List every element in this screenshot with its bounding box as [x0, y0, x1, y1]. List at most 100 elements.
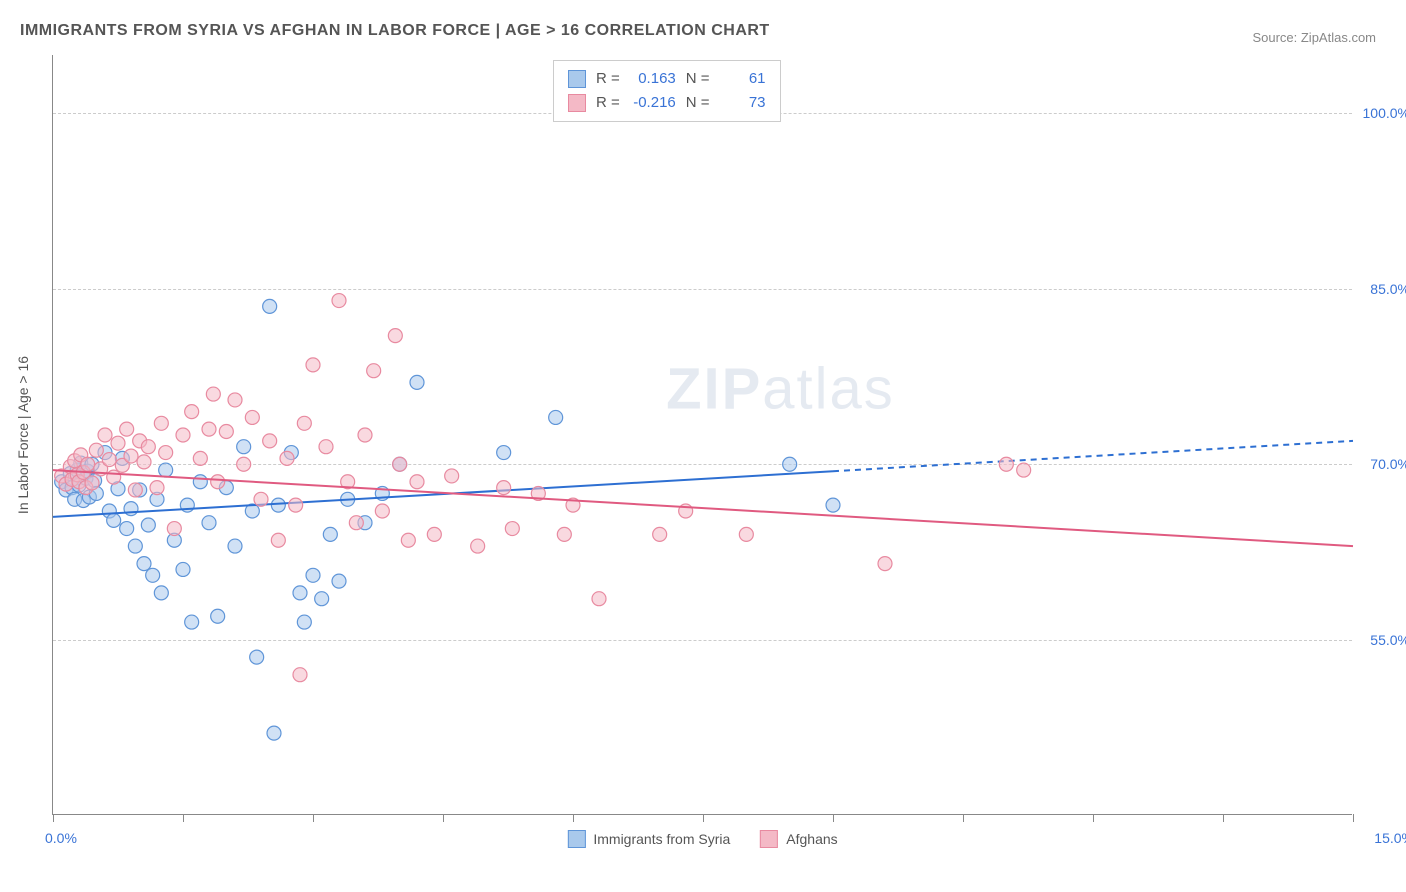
data-point-syria — [193, 475, 207, 489]
scatter-svg — [53, 55, 1352, 814]
data-point-afghan — [159, 446, 173, 460]
data-point-afghan — [206, 387, 220, 401]
data-point-afghan — [237, 457, 251, 471]
x-tick — [183, 814, 184, 822]
data-point-syria — [237, 440, 251, 454]
data-point-afghan — [393, 457, 407, 471]
x-tick — [703, 814, 704, 822]
data-point-syria — [783, 457, 797, 471]
x-tick — [1223, 814, 1224, 822]
legend-item-afghan: Afghans — [760, 830, 837, 848]
data-point-syria — [315, 592, 329, 606]
data-point-syria — [497, 446, 511, 460]
data-point-syria — [128, 539, 142, 553]
data-point-syria — [137, 557, 151, 571]
data-point-afghan — [150, 481, 164, 495]
data-point-afghan — [332, 294, 346, 308]
data-point-afghan — [306, 358, 320, 372]
data-point-afghan — [505, 522, 519, 536]
data-point-syria — [332, 574, 346, 588]
y-tick-label: 70.0% — [1370, 456, 1406, 472]
stat-N-label: N = — [686, 91, 710, 115]
data-point-afghan — [293, 668, 307, 682]
stat-N-syria: 61 — [720, 67, 766, 91]
data-point-syria — [297, 615, 311, 629]
data-point-afghan — [245, 410, 259, 424]
bottom-legend: Immigrants from Syria Afghans — [567, 830, 837, 848]
legend-label-syria: Immigrants from Syria — [593, 831, 730, 847]
x-tick — [833, 814, 834, 822]
data-point-afghan — [154, 416, 168, 430]
data-point-afghan — [289, 498, 303, 512]
data-point-syria — [146, 568, 160, 582]
data-point-afghan — [445, 469, 459, 483]
trend-line-dashed-syria — [833, 441, 1353, 471]
data-point-afghan — [254, 492, 268, 506]
y-tick-label: 85.0% — [1370, 281, 1406, 297]
swatch-syria — [567, 830, 585, 848]
data-point-afghan — [1017, 463, 1031, 477]
stat-R-afghan: -0.216 — [630, 91, 676, 115]
y-tick-label: 55.0% — [1370, 632, 1406, 648]
stats-legend-box: R = 0.163 N = 61 R = -0.216 N = 73 — [553, 60, 781, 122]
swatch-syria — [568, 70, 586, 88]
data-point-afghan — [85, 476, 99, 490]
data-point-afghan — [263, 434, 277, 448]
data-point-afghan — [228, 393, 242, 407]
stat-R-syria: 0.163 — [630, 67, 676, 91]
data-point-syria — [323, 527, 337, 541]
data-point-syria — [267, 726, 281, 740]
stat-N-afghan: 73 — [720, 91, 766, 115]
stat-R-label: R = — [596, 67, 620, 91]
data-point-afghan — [497, 481, 511, 495]
data-point-afghan — [410, 475, 424, 489]
data-point-afghan — [878, 557, 892, 571]
chart-title: IMMIGRANTS FROM SYRIA VS AFGHAN IN LABOR… — [20, 22, 770, 40]
data-point-afghan — [280, 451, 294, 465]
y-tick-label: 100.0% — [1363, 105, 1406, 121]
data-point-afghan — [388, 329, 402, 343]
data-point-afghan — [375, 504, 389, 518]
data-point-syria — [549, 410, 563, 424]
data-point-syria — [176, 562, 190, 576]
x-axis-min-label: 0.0% — [45, 830, 77, 846]
data-point-afghan — [102, 453, 116, 467]
data-point-afghan — [211, 475, 225, 489]
data-point-syria — [154, 586, 168, 600]
x-axis-max-label: 15.0% — [1374, 830, 1406, 846]
data-point-afghan — [167, 522, 181, 536]
data-point-syria — [293, 586, 307, 600]
data-point-afghan — [401, 533, 415, 547]
stats-row-afghan: R = -0.216 N = 73 — [568, 91, 766, 115]
data-point-afghan — [367, 364, 381, 378]
x-tick — [1353, 814, 1354, 822]
data-point-afghan — [193, 451, 207, 465]
data-point-afghan — [202, 422, 216, 436]
x-tick — [573, 814, 574, 822]
data-point-syria — [202, 516, 216, 530]
data-point-syria — [107, 513, 121, 527]
legend-label-afghan: Afghans — [786, 831, 837, 847]
data-point-afghan — [999, 457, 1013, 471]
plot-area: In Labor Force | Age > 16 ZIPatlas 55.0%… — [52, 55, 1352, 815]
x-tick — [443, 814, 444, 822]
stats-row-syria: R = 0.163 N = 61 — [568, 67, 766, 91]
data-point-afghan — [653, 527, 667, 541]
data-point-afghan — [81, 457, 95, 471]
data-point-syria — [826, 498, 840, 512]
data-point-afghan — [358, 428, 372, 442]
stat-N-label: N = — [686, 67, 710, 91]
data-point-afghan — [557, 527, 571, 541]
data-point-afghan — [120, 422, 134, 436]
data-point-syria — [410, 375, 424, 389]
data-point-afghan — [98, 428, 112, 442]
data-point-afghan — [176, 428, 190, 442]
trend-line-syria — [53, 471, 833, 517]
y-axis-title: In Labor Force | Age > 16 — [15, 355, 31, 513]
data-point-syria — [271, 498, 285, 512]
stat-R-label: R = — [596, 91, 620, 115]
data-point-afghan — [124, 449, 138, 463]
data-point-afghan — [219, 424, 233, 438]
data-point-syria — [250, 650, 264, 664]
data-point-afghan — [349, 516, 363, 530]
